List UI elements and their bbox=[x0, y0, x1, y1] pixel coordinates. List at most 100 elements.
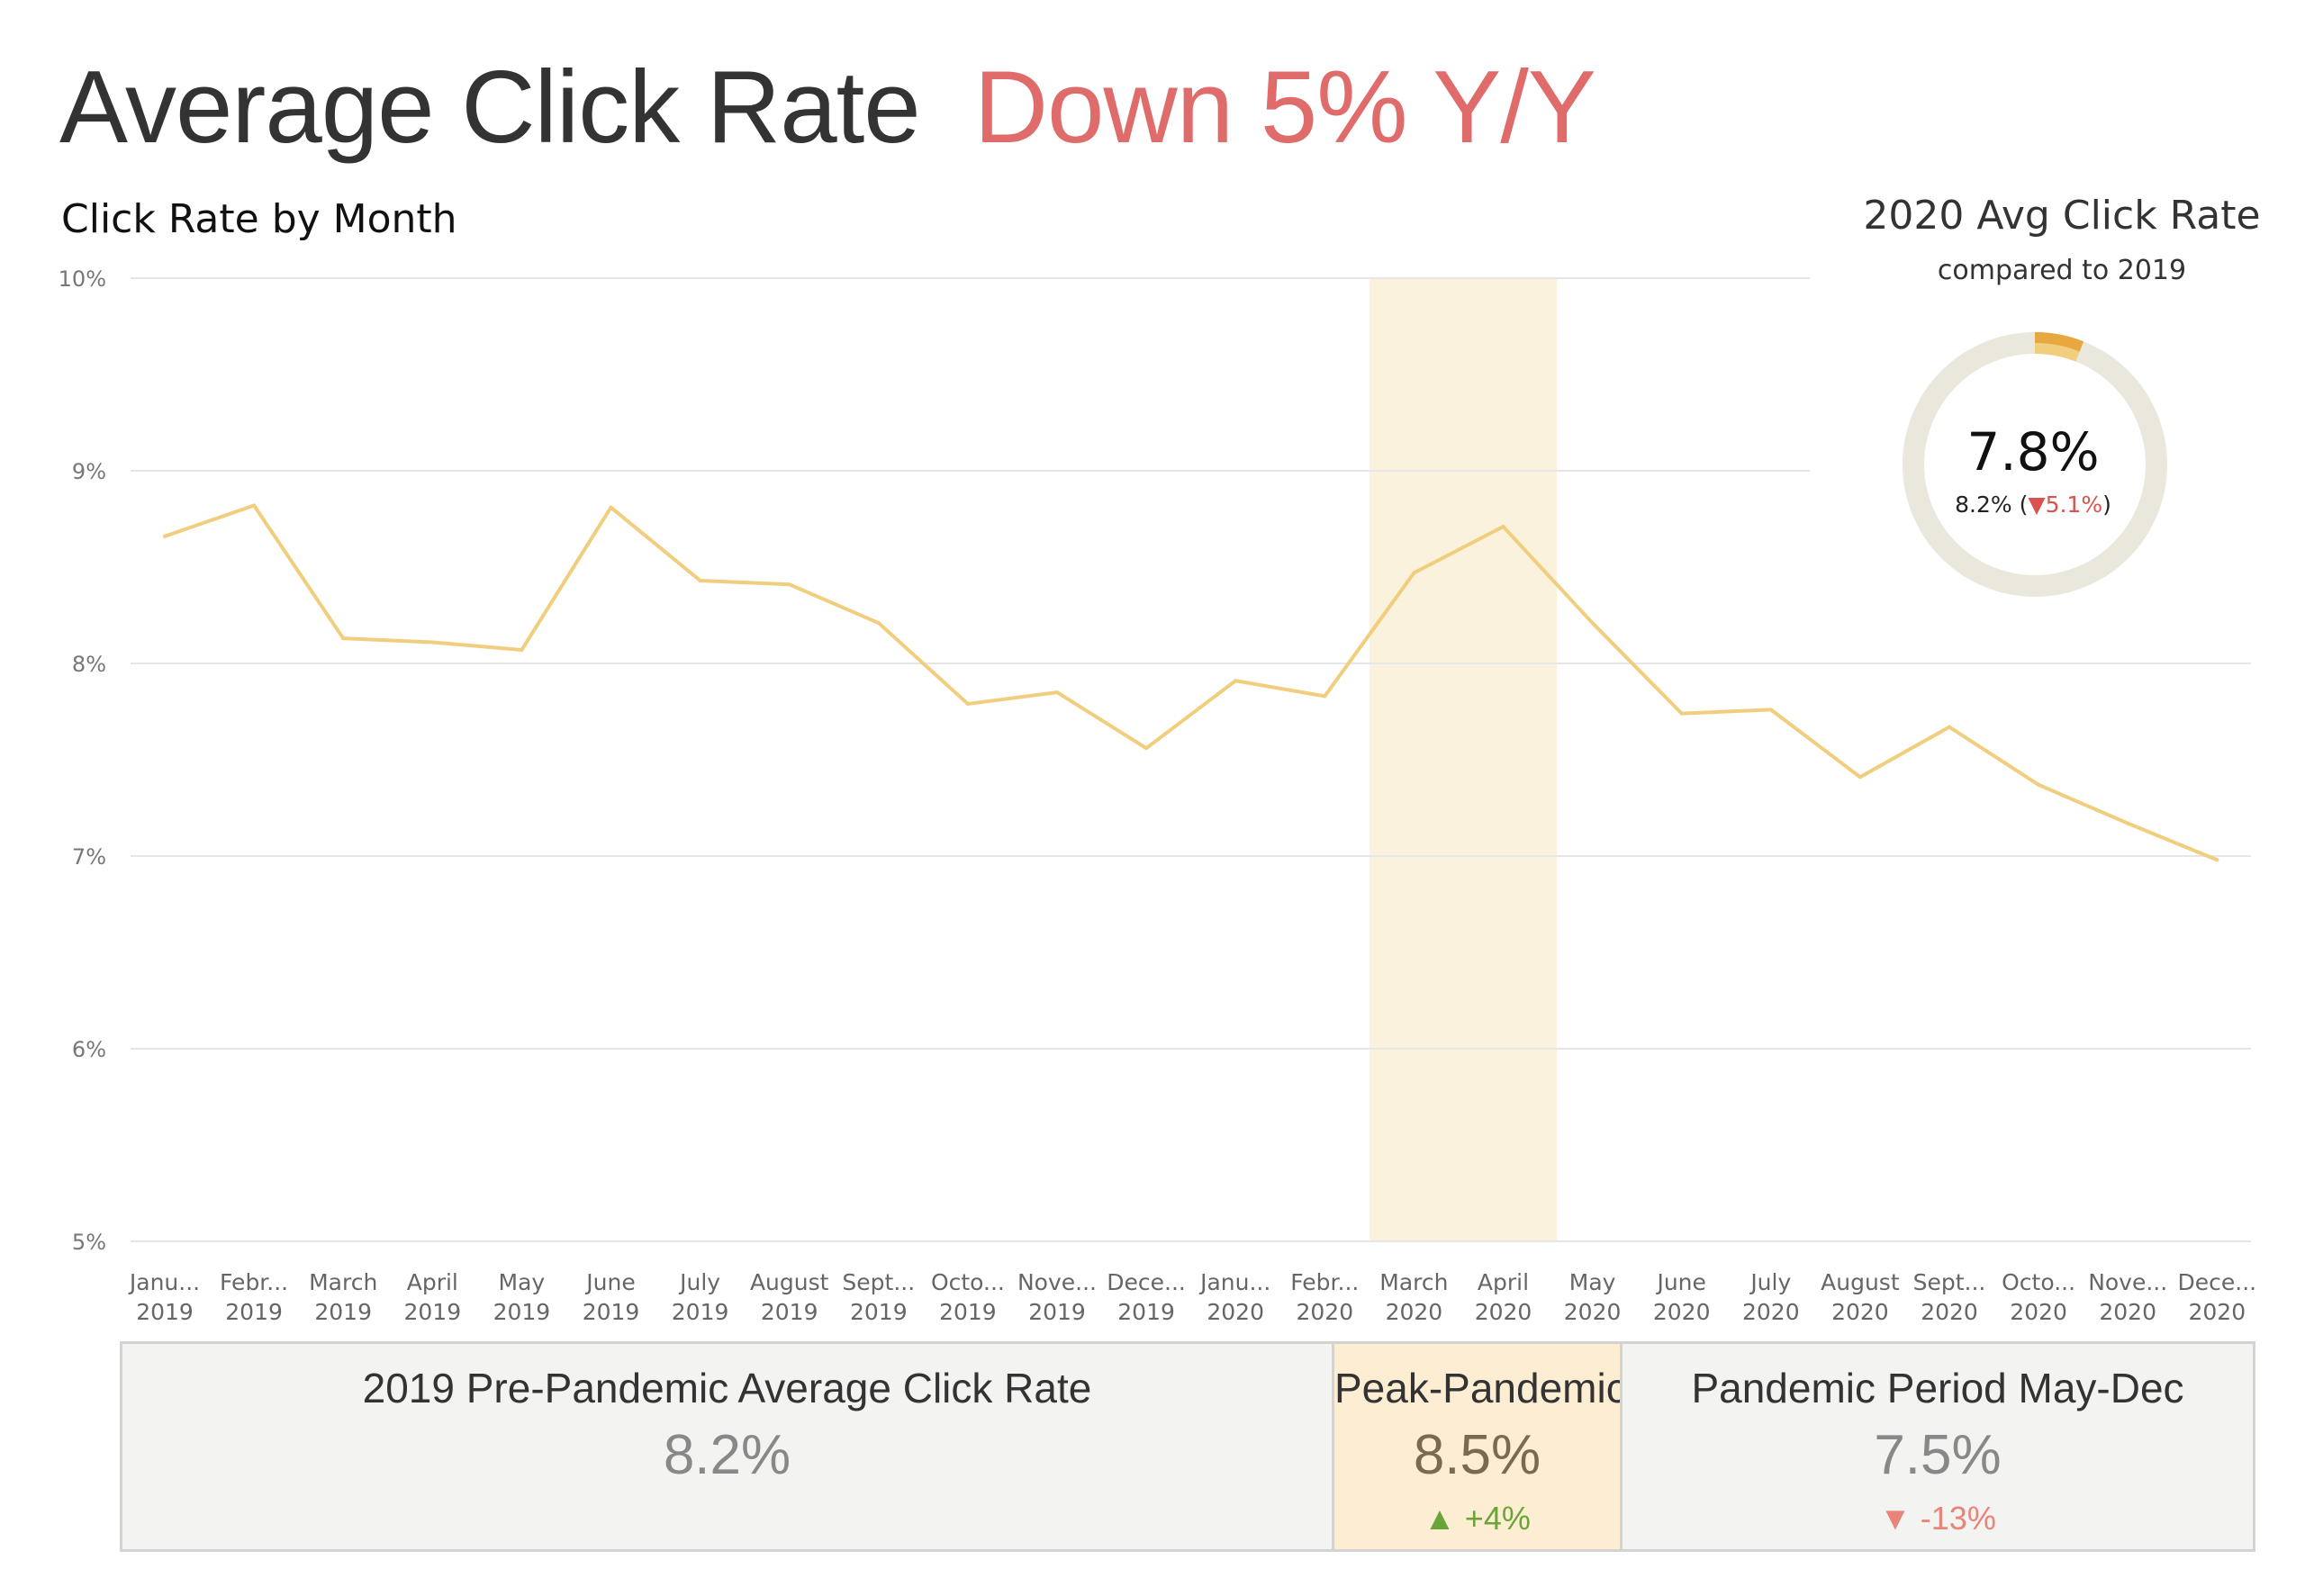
y-tick-label: 5% bbox=[72, 1230, 106, 1255]
x-tick-label: Dece... bbox=[2177, 1269, 2256, 1295]
x-tick-year: 2020 bbox=[1742, 1299, 1800, 1325]
data-point bbox=[1144, 746, 1149, 751]
card-peak-change-value: +4% bbox=[1464, 1500, 1531, 1537]
x-tick-label: Octo... bbox=[931, 1269, 1005, 1295]
x-tick-label: May bbox=[1569, 1269, 1616, 1295]
x-tick-year: 2019 bbox=[136, 1299, 194, 1325]
x-tick-year: 2020 bbox=[1207, 1299, 1264, 1325]
y-tick-label: 10% bbox=[59, 266, 106, 292]
kpi-header: 2020 Avg Click Rate compared to 2019 bbox=[1846, 193, 2278, 286]
x-tick-label: March bbox=[309, 1269, 377, 1295]
x-tick-year: 2020 bbox=[1296, 1299, 1353, 1325]
peak-pandemic-band bbox=[1369, 278, 1558, 1241]
data-point bbox=[2126, 821, 2130, 825]
data-point bbox=[965, 701, 970, 706]
x-tick-label: April bbox=[407, 1269, 458, 1295]
x-tick-year: 2020 bbox=[1653, 1299, 1711, 1325]
x-tick-label: April bbox=[1478, 1269, 1529, 1295]
data-point bbox=[1948, 725, 1951, 729]
data-point bbox=[1234, 679, 1238, 683]
data-point bbox=[787, 582, 791, 587]
click-rate-line bbox=[163, 503, 2219, 862]
x-tick-label: March bbox=[1379, 1269, 1448, 1295]
card-peak-title: Peak-Pandemic bbox=[1334, 1365, 1627, 1411]
data-point bbox=[430, 640, 435, 645]
x-tick-year: 2020 bbox=[1564, 1299, 1622, 1325]
up-triangle-icon: ▲ bbox=[1424, 1500, 1456, 1537]
x-tick-year: 2019 bbox=[314, 1299, 372, 1325]
x-tick-year: 2020 bbox=[1831, 1299, 1889, 1325]
x-tick-label: Sept... bbox=[1913, 1269, 1986, 1295]
data-point bbox=[341, 636, 346, 641]
x-tick-label: Nove... bbox=[1017, 1269, 1097, 1295]
x-tick-year: 2019 bbox=[850, 1299, 908, 1325]
x-tick-label: July bbox=[1749, 1269, 1791, 1295]
card-pandemic-change: ▼ -13% bbox=[1623, 1500, 2253, 1537]
kpi-title: 2020 Avg Click Rate bbox=[1863, 193, 2261, 239]
x-tick-year: 2019 bbox=[1028, 1299, 1086, 1325]
y-tick-label: 8% bbox=[72, 652, 106, 677]
x-tick-label: Octo... bbox=[2002, 1269, 2075, 1295]
data-point bbox=[2037, 782, 2041, 787]
x-tick-label: August bbox=[1821, 1269, 1900, 1295]
data-point bbox=[876, 621, 881, 626]
x-tick-year: 2019 bbox=[672, 1299, 729, 1325]
x-tick-label: Dece... bbox=[1107, 1269, 1186, 1295]
title-highlight: Down 5% Y/Y bbox=[973, 50, 1596, 165]
gauge-fill-accent bbox=[2034, 332, 2084, 352]
card-pandemic-period: Pandemic Period May-Dec 7.5% ▼ -13% bbox=[1620, 1341, 2255, 1552]
card-pandemic-value: 7.5% bbox=[1874, 1424, 2002, 1486]
card-peak-pandemic: Peak-Pandemic 8.5% ▲ +4% bbox=[1332, 1341, 1627, 1552]
data-point bbox=[1768, 708, 1773, 712]
data-point bbox=[1858, 775, 1862, 780]
card-peak-change: ▲ +4% bbox=[1334, 1500, 1620, 1537]
y-tick-label: 6% bbox=[72, 1037, 106, 1062]
line-chart: 10% 9% 8% 7% 6% 5% Janu... 2019 Febr... 2019 Marc… bbox=[59, 266, 2256, 1325]
title-main: Average Click Rate bbox=[59, 50, 921, 165]
x-tick-year: 2019 bbox=[403, 1299, 461, 1325]
card-pre-title: 2019 Pre-Pandemic Average Click Rate bbox=[362, 1365, 1092, 1411]
x-tick-label: Sept... bbox=[842, 1269, 915, 1295]
data-point bbox=[1679, 711, 1684, 716]
x-tick-label: July bbox=[678, 1269, 720, 1295]
x-tick-year: 2019 bbox=[225, 1299, 283, 1325]
gauge-fill bbox=[2034, 332, 2084, 362]
x-tick-year: 2020 bbox=[1475, 1299, 1532, 1325]
x-tick-label: May bbox=[499, 1269, 546, 1295]
data-point bbox=[1412, 571, 1416, 575]
card-peak-value: 8.5% bbox=[1413, 1424, 1541, 1486]
data-point bbox=[163, 534, 167, 538]
kpi-subtitle: compared to 2019 bbox=[1937, 255, 2187, 286]
x-tick-label: Nove... bbox=[2088, 1269, 2167, 1295]
x-tick-label: Febr... bbox=[220, 1269, 288, 1295]
kpi-value: 7.8% bbox=[1966, 421, 2100, 482]
x-tick-label: Janu... bbox=[128, 1269, 200, 1295]
data-point bbox=[609, 505, 613, 509]
x-tick-year: 2020 bbox=[2188, 1299, 2246, 1325]
kpi-compare-base: 8.2% bbox=[1955, 491, 2012, 518]
x-tick-year: 2020 bbox=[1386, 1299, 1443, 1325]
chart-title: Click Rate by Month bbox=[61, 196, 457, 242]
card-pre-value: 8.2% bbox=[663, 1424, 791, 1486]
x-tick-year: 2019 bbox=[583, 1299, 640, 1325]
data-point bbox=[1323, 694, 1327, 699]
data-point bbox=[698, 578, 702, 582]
data-point bbox=[520, 648, 524, 653]
y-tick-label: 7% bbox=[72, 844, 106, 870]
x-tick-year: 2020 bbox=[1921, 1299, 1978, 1325]
kpi-comparison: 8.2% (▼5.1%) bbox=[1955, 491, 2111, 518]
x-tick-label: June bbox=[584, 1269, 635, 1295]
x-tick-label: Janu... bbox=[1198, 1269, 1270, 1295]
kpi-compare-change: 5.1% bbox=[2045, 491, 2103, 518]
data-point bbox=[1590, 621, 1595, 626]
data-point bbox=[252, 503, 257, 508]
x-tick-year: 2019 bbox=[493, 1299, 551, 1325]
x-tick-year: 2019 bbox=[761, 1299, 818, 1325]
x-tick-label: Febr... bbox=[1290, 1269, 1359, 1295]
x-tick-year: 2020 bbox=[2099, 1299, 2156, 1325]
y-tick-label: 9% bbox=[72, 459, 106, 484]
down-triangle-icon: ▼ bbox=[2028, 491, 2046, 518]
x-tick-year: 2019 bbox=[939, 1299, 997, 1325]
data-point bbox=[1055, 690, 1059, 695]
down-triangle-icon: ▼ bbox=[1879, 1500, 1912, 1537]
